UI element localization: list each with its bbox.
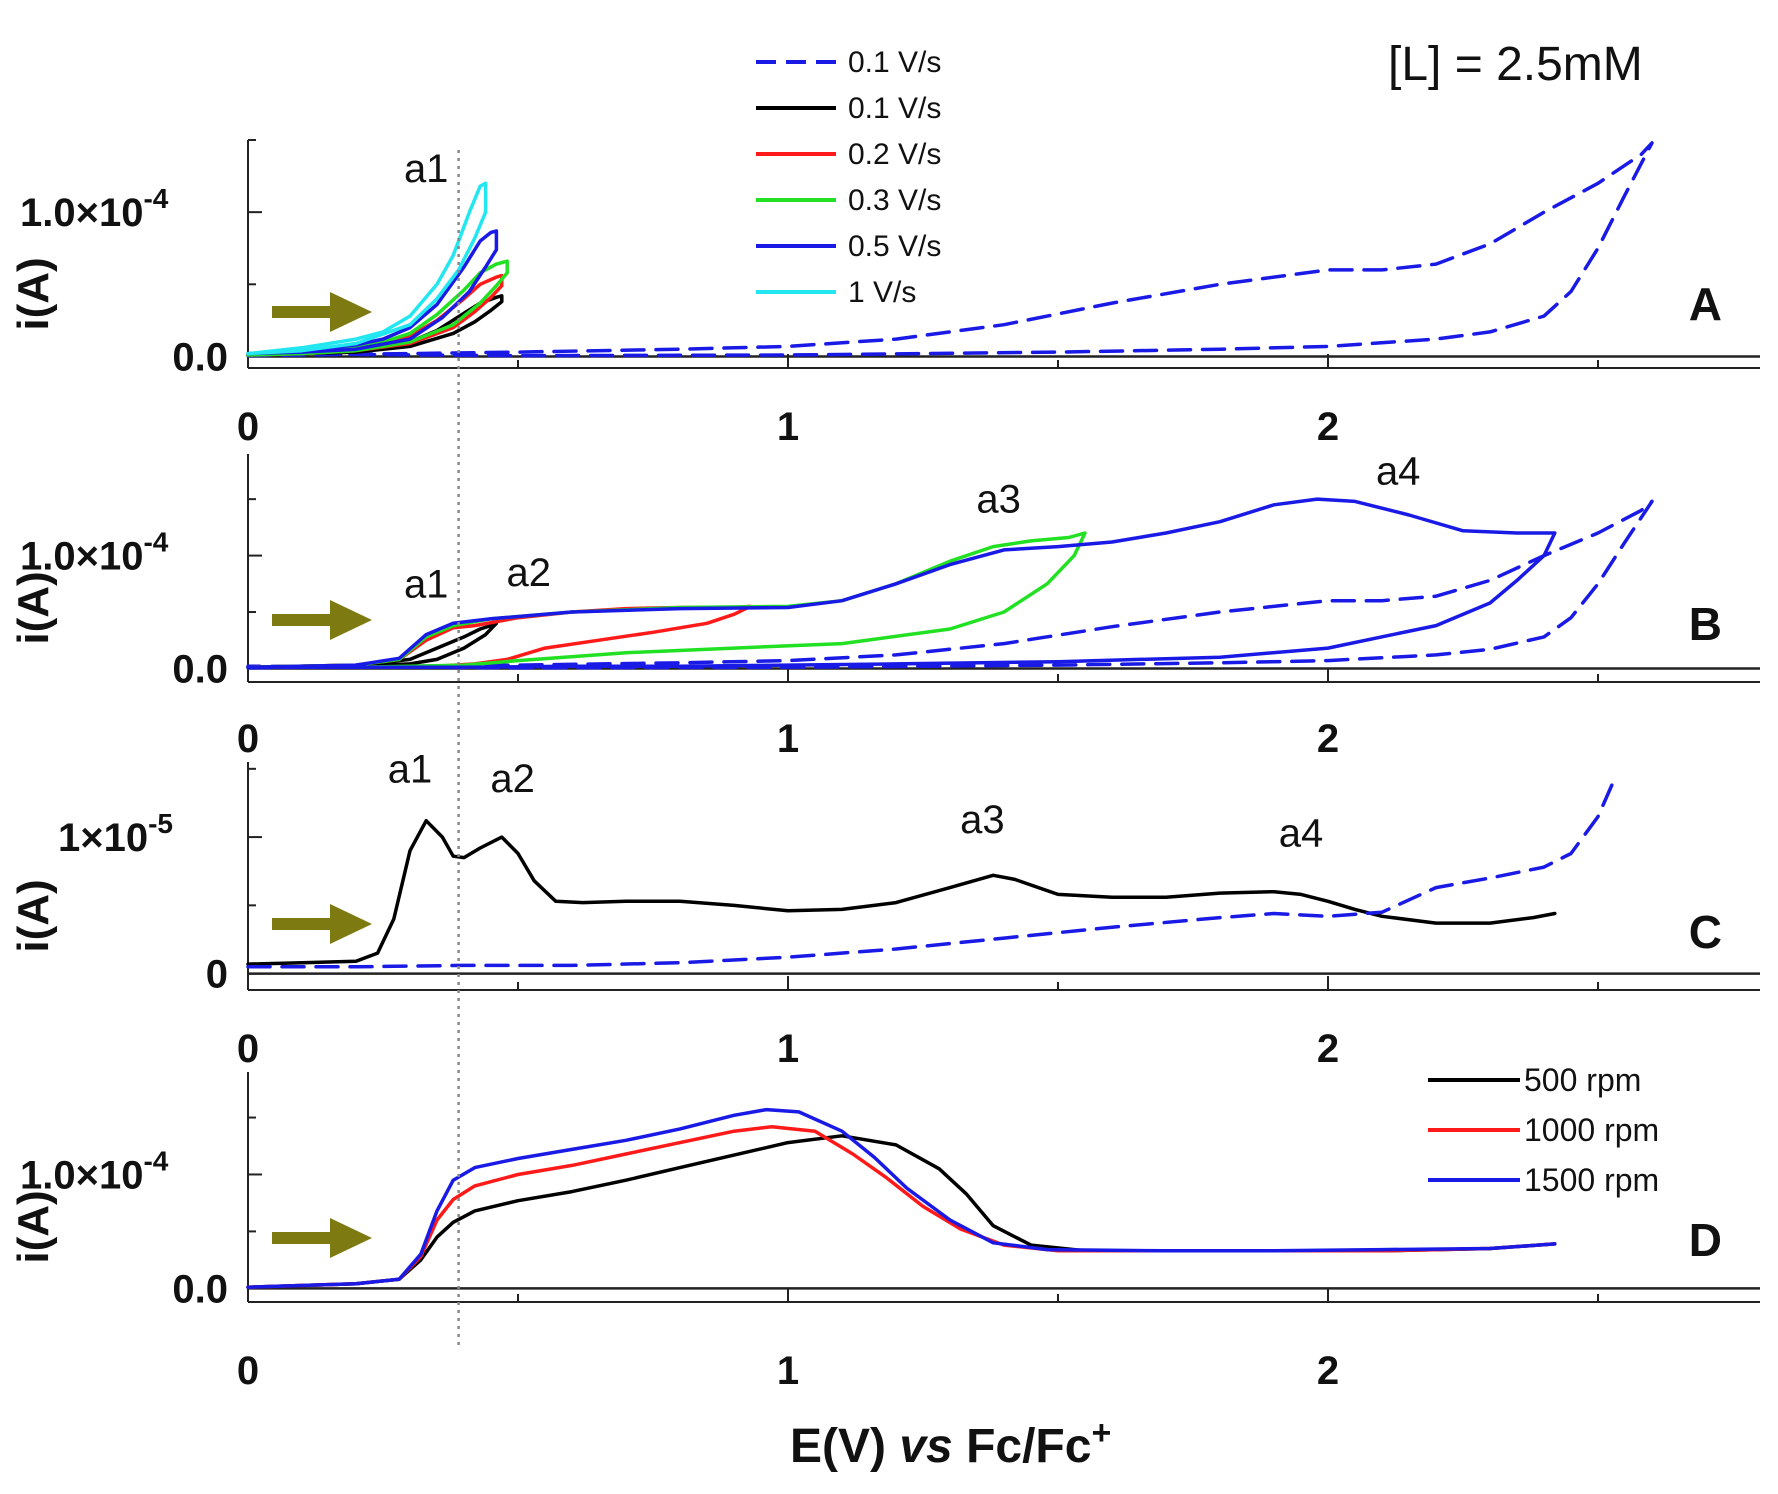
- legend-label: 0.1 V/s: [848, 46, 941, 79]
- peak-label: a1: [388, 747, 433, 791]
- peak-label: a4: [1279, 812, 1324, 856]
- scan-direction-arrow-head: [330, 292, 372, 332]
- x-tick-label: 2: [1317, 405, 1339, 449]
- series-line-2: [246, 1107, 1557, 1289]
- y-tick-label: 1×10-5: [58, 808, 173, 860]
- x-tick-label: 1: [777, 405, 799, 449]
- x-axis-label-vs: vs: [899, 1420, 952, 1473]
- y-axis-label: i(A): [9, 257, 58, 330]
- series-line-5: [246, 181, 488, 356]
- peak-label: a1: [404, 147, 449, 191]
- panel-B: 0 1 2 0.0 1.0×10-4i(A) Ba1 a2 a3 a4: [9, 449, 1760, 761]
- panel-D: 0 1 2 0.0 1.0×10-4i(A) D: [9, 1072, 1760, 1393]
- x-tick-label: 2: [1317, 717, 1339, 761]
- legend-label: 0.2 V/s: [848, 138, 941, 171]
- y-axis-label: i(A): [9, 1190, 58, 1263]
- y-tick-label: 0.0: [172, 1267, 228, 1311]
- y-tick-label: 1.0×10-4: [20, 1145, 169, 1197]
- y-tick-label: 0.0: [172, 335, 228, 379]
- legend-label: 1500 rpm: [1524, 1162, 1659, 1198]
- scan-direction-arrow-head: [330, 904, 372, 944]
- series-line-4: [246, 229, 499, 356]
- x-tick-label: 0: [237, 1027, 259, 1071]
- series-line-3: [246, 531, 1087, 670]
- peak-label: a2: [490, 757, 535, 801]
- legend-label: 0.1 V/s: [848, 92, 941, 125]
- y-axis-label: i(A): [9, 571, 58, 644]
- scan-direction-arrow-head: [330, 1218, 372, 1258]
- y-axis-label: i(A): [9, 879, 58, 952]
- y-tick-label: 1.0×10-4: [20, 527, 169, 579]
- x-tick-label: 1: [777, 1349, 799, 1393]
- series-line-0: [246, 818, 1557, 966]
- legend-label: 0.5 V/s: [848, 230, 941, 263]
- legend-label: 0.3 V/s: [848, 184, 941, 217]
- x-axis-label: E(V) vs Fc/Fc+: [790, 1414, 1111, 1473]
- scan-direction-arrow-head: [330, 600, 372, 640]
- y-tick-label: 0.0: [172, 647, 228, 691]
- legend-label: 500 rpm: [1524, 1062, 1641, 1098]
- x-axis-label-part1: E(V): [790, 1420, 899, 1473]
- peak-label: a2: [507, 551, 552, 595]
- legend-d: 500 rpm 1000 rpm 1500 rpm: [1428, 1062, 1659, 1198]
- series-line-0: [246, 141, 1654, 358]
- panel-tag: B: [1689, 598, 1722, 650]
- concentration-label: [L] = 2.5mM: [1388, 38, 1643, 91]
- legend-label: 1000 rpm: [1524, 1112, 1659, 1148]
- x-tick-label: 1: [777, 1027, 799, 1071]
- x-tick-label: 2: [1317, 1349, 1339, 1393]
- x-tick-label: 0: [237, 405, 259, 449]
- series-line-1: [246, 777, 1616, 969]
- peak-label: a1: [404, 562, 449, 606]
- x-tick-label: 0: [237, 1349, 259, 1393]
- panel-tag: C: [1689, 906, 1722, 958]
- panel-tag: A: [1689, 278, 1722, 330]
- y-tick-label: 0: [206, 953, 228, 997]
- x-tick-label: 2: [1317, 1027, 1339, 1071]
- peak-label: a3: [960, 798, 1005, 842]
- legend-label: 1 V/s: [848, 276, 916, 309]
- x-axis-label-superscript: +: [1091, 1414, 1111, 1452]
- panel-A: 0 1 2 0.0 1.0×10-4 i(A) Aa1: [9, 139, 1760, 449]
- panel-C: 0 1 2 0 1×10-5i(A) Ca1 a2 a3 a4: [9, 747, 1760, 1071]
- peak-label: a4: [1376, 449, 1421, 493]
- series-line-3: [246, 259, 509, 357]
- series-line-0: [246, 499, 1654, 670]
- x-tick-label: 1: [777, 717, 799, 761]
- series-line-1: [246, 621, 499, 670]
- legend-top: 0.1 V/s 0.1 V/s 0.2 V/s 0.3 V/s 0.5 V/s 1 V/s: [756, 46, 941, 309]
- panel-tag: D: [1689, 1214, 1722, 1266]
- x-tick-label: 0: [237, 717, 259, 761]
- series-line-1: [246, 1124, 1557, 1289]
- peak-label: a3: [976, 478, 1021, 522]
- y-tick-label: 1.0×10-4: [20, 183, 169, 235]
- series-line-4: [246, 497, 1557, 670]
- x-axis-label-part3: Fc/Fc: [953, 1420, 1092, 1473]
